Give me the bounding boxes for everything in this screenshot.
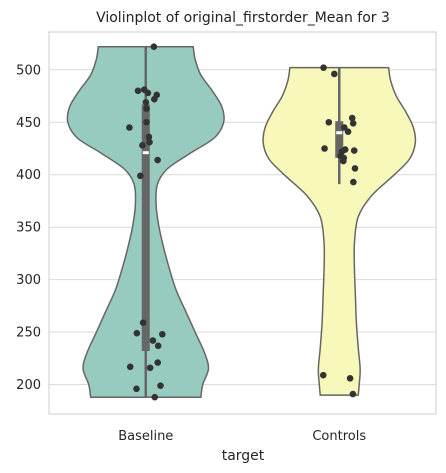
- data-point: [133, 329, 141, 337]
- data-point: [320, 64, 327, 71]
- data-point: [348, 114, 356, 122]
- x-tick-label: Controls: [312, 429, 366, 444]
- data-point: [145, 133, 153, 141]
- data-point: [154, 342, 162, 350]
- data-point: [139, 319, 147, 326]
- y-tick-label: 500: [16, 63, 41, 78]
- data-point: [154, 359, 162, 366]
- data-point: [150, 43, 158, 50]
- data-point: [142, 99, 150, 106]
- data-point: [349, 120, 357, 127]
- plot-area: 200 250 300 350 400 450 500 Baseline Controls: [16, 31, 437, 444]
- data-point: [134, 87, 142, 95]
- data-point: [350, 178, 357, 186]
- data-point: [133, 385, 140, 393]
- chart-title: Violinplot of original_firstorder_Mean f…: [96, 10, 390, 26]
- data-point: [143, 118, 150, 126]
- data-point: [321, 145, 328, 152]
- data-point: [140, 86, 148, 94]
- y-tick-label: 250: [16, 326, 41, 341]
- data-point: [151, 393, 159, 401]
- violin-box: [335, 121, 344, 158]
- data-point: [325, 118, 333, 126]
- data-point: [126, 363, 134, 371]
- data-point: [149, 337, 157, 344]
- data-point: [146, 364, 154, 372]
- data-point: [349, 390, 357, 398]
- violin-median: [142, 151, 149, 155]
- data-point: [319, 371, 327, 379]
- plot-frame: [48, 31, 437, 415]
- data-point: [137, 172, 144, 180]
- data-point: [154, 156, 161, 164]
- data-point: [351, 165, 359, 172]
- y-tick-label: 400: [16, 168, 41, 183]
- y-tick-label: 300: [16, 273, 41, 288]
- data-point: [350, 147, 358, 154]
- violin-controls: [262, 66, 417, 396]
- data-point: [151, 95, 158, 103]
- y-tick-label: 350: [16, 221, 41, 236]
- data-point: [139, 142, 146, 149]
- y-tick-label: 450: [16, 116, 41, 131]
- x-tick-label: Baseline: [118, 429, 173, 444]
- data-point: [143, 105, 150, 112]
- data-point: [157, 382, 164, 389]
- y-tick-label: 200: [16, 378, 41, 393]
- data-point: [146, 138, 153, 146]
- x-axis-label: target: [222, 448, 265, 464]
- violin-box: [141, 104, 150, 352]
- data-point: [340, 157, 347, 165]
- data-point: [126, 124, 133, 131]
- data-point: [344, 128, 352, 135]
- data-point: [331, 70, 338, 78]
- violin-median: [336, 131, 343, 135]
- data-point: [346, 375, 354, 382]
- data-point: [159, 330, 166, 338]
